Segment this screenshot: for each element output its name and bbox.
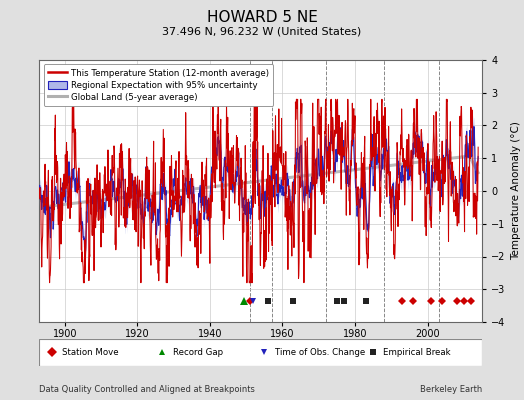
Text: Data Quality Controlled and Aligned at Breakpoints: Data Quality Controlled and Aligned at B… — [39, 385, 255, 394]
Text: 37.496 N, 96.232 W (United States): 37.496 N, 96.232 W (United States) — [162, 26, 362, 36]
Text: HOWARD 5 NE: HOWARD 5 NE — [206, 10, 318, 25]
Y-axis label: Temperature Anomaly (°C): Temperature Anomaly (°C) — [511, 122, 521, 260]
Text: Station Move: Station Move — [62, 348, 119, 357]
Text: Record Gap: Record Gap — [173, 348, 223, 357]
Text: Empirical Break: Empirical Break — [384, 348, 451, 357]
Legend: This Temperature Station (12-month average), Regional Expectation with 95% uncer: This Temperature Station (12-month avera… — [43, 64, 274, 106]
Text: Time of Obs. Change: Time of Obs. Change — [275, 348, 365, 357]
FancyBboxPatch shape — [39, 339, 482, 366]
Text: Berkeley Earth: Berkeley Earth — [420, 385, 482, 394]
